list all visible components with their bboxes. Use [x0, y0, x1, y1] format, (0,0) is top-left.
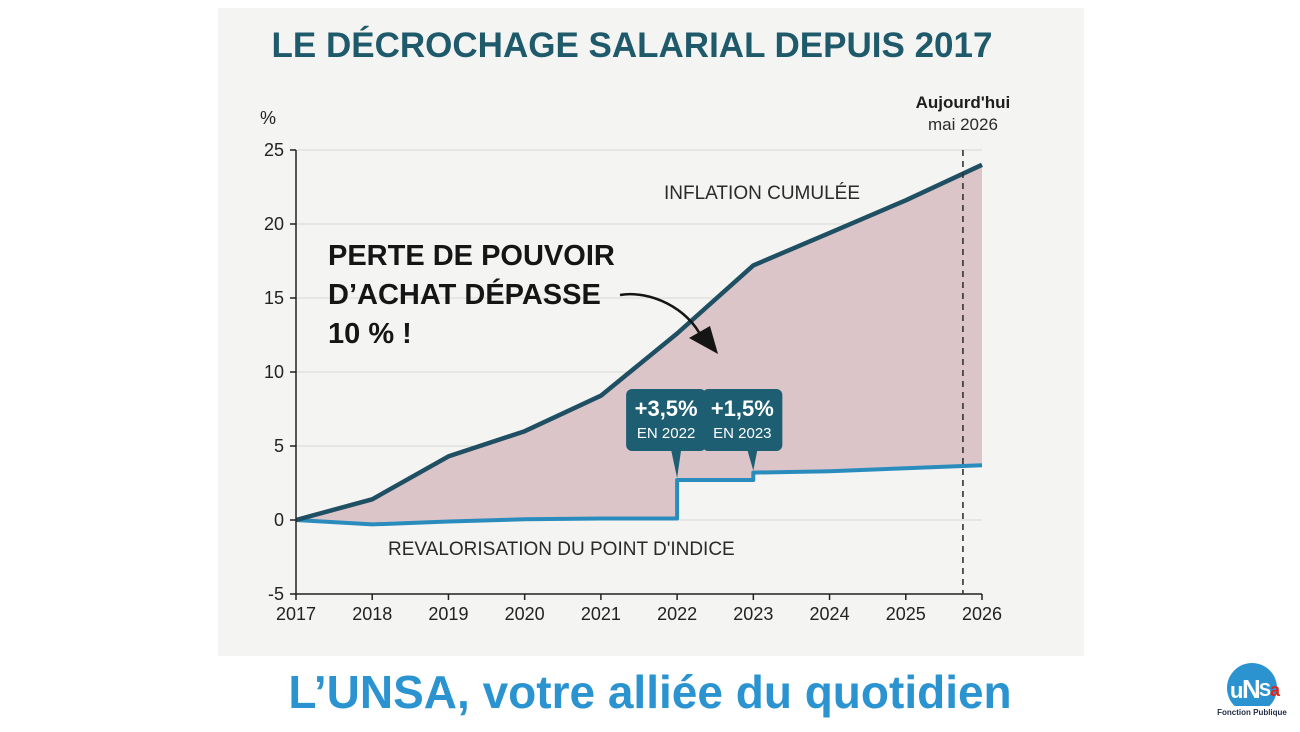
series-lines	[295, 162, 983, 527]
badge-pointer	[671, 450, 682, 479]
series-label-inflation: INFLATION CUMULÉE	[664, 183, 860, 204]
x-tick-label: 2026	[962, 604, 1002, 624]
logo-letter-n: N	[1242, 674, 1261, 704]
callout-arrow	[619, 292, 704, 339]
unsa-logo: u N S a Fonction Publique	[1217, 663, 1287, 717]
badge-value: +3,5%	[635, 396, 698, 421]
y-tick-label: 10	[264, 362, 284, 382]
y-tick-label: -5	[268, 584, 284, 604]
y-tick-label: 5	[274, 436, 284, 456]
logo-letter-u: u	[1230, 678, 1243, 703]
tagline: L’UNSA, votre alliée du quotidien	[288, 666, 1012, 718]
badge-value: +1,5%	[711, 396, 774, 421]
badge-pointer	[747, 450, 758, 471]
y-tick-label: 25	[264, 140, 284, 160]
badge-box	[702, 389, 783, 451]
chart-card: LE DÉCROCHAGE SALARIAL DEPUIS 2017 -5 0 5 1…	[218, 8, 1084, 656]
y-axis-unit: %	[260, 108, 276, 128]
x-tick-label: 2020	[505, 604, 545, 624]
badge-box	[626, 389, 707, 451]
badge-year: EN 2022	[637, 425, 695, 442]
x-tick-label: 2021	[581, 604, 621, 624]
callout-line: PERTE DE POUVOIR	[328, 240, 615, 272]
callout-line: 10 % !	[328, 318, 412, 350]
today-label: Aujourd'hui	[916, 93, 1011, 112]
x-tick-label: 2019	[428, 604, 468, 624]
chart: LE DÉCROCHAGE SALARIAL DEPUIS 2017 -5 0 5 1…	[260, 25, 1010, 624]
badge-year: EN 2023	[713, 425, 771, 442]
annotations: Aujourd'hui mai 2026 INFLATION CUMULÉE REVA…	[328, 93, 1010, 594]
series-line-inflation	[295, 162, 983, 523]
x-tick-label: 2023	[733, 604, 773, 624]
loss-area	[296, 164, 982, 525]
callout-line: D’ACHAT DÉPASSE	[328, 277, 601, 311]
x-tick-label: 2017	[276, 604, 316, 624]
y-tick-label: 15	[264, 288, 284, 308]
y-tick-label: 20	[264, 214, 284, 234]
series-line-point-indice	[295, 463, 983, 527]
purchasing-power-loss-area	[296, 164, 982, 525]
logo-letter-s: S	[1259, 680, 1271, 700]
y-tick-label: 0	[274, 510, 284, 530]
chart-title: LE DÉCROCHAGE SALARIAL DEPUIS 2017	[272, 25, 993, 65]
logo-caption: Fonction Publique	[1217, 708, 1287, 717]
callout-arrowhead	[689, 326, 718, 354]
logo-letter-a: a	[1270, 680, 1281, 700]
x-tick-label: 2025	[886, 604, 926, 624]
x-tick-label: 2022	[657, 604, 697, 624]
series-label-point-indice: REVALORISATION DU POINT D'INDICE	[388, 539, 735, 560]
x-tick-label: 2018	[352, 604, 392, 624]
x-tick-label: 2024	[810, 604, 850, 624]
today-sublabel: mai 2026	[928, 115, 998, 134]
